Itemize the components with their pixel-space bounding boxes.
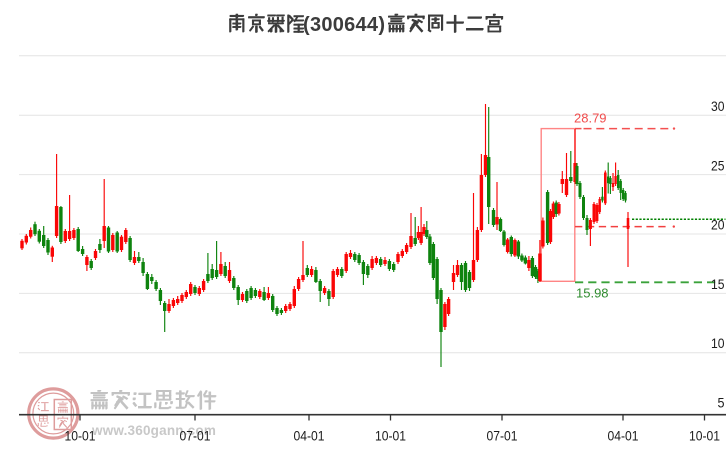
svg-text:04-01: 04-01: [294, 428, 325, 444]
svg-text:www.360gann.com: www.360gann.com: [91, 423, 216, 438]
svg-text:28.79: 28.79: [574, 111, 607, 126]
svg-text:07-01: 07-01: [180, 428, 211, 444]
svg-text:25: 25: [711, 157, 725, 173]
svg-text:10-01: 10-01: [375, 428, 406, 444]
svg-text:15.98: 15.98: [576, 286, 609, 301]
svg-text:04-01: 04-01: [608, 428, 639, 444]
svg-text:20: 20: [711, 217, 725, 233]
svg-text:10: 10: [711, 335, 725, 351]
svg-text:10-01: 10-01: [65, 428, 96, 444]
svg-text:07-01: 07-01: [487, 428, 518, 444]
svg-text:30: 30: [711, 98, 725, 114]
svg-text:15: 15: [711, 276, 725, 292]
svg-text:(300644): (300644): [303, 14, 385, 36]
svg-text:5: 5: [718, 395, 725, 411]
svg-text:10-01: 10-01: [689, 428, 720, 444]
